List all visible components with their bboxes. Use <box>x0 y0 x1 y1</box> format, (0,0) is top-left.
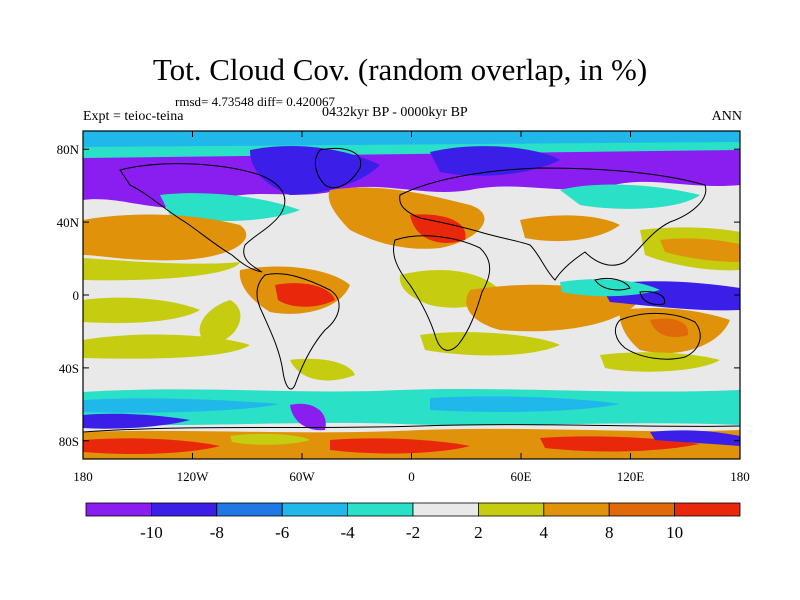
lat-tick-label: 0 <box>73 288 80 303</box>
colorbar-box <box>477 502 545 517</box>
colorbar-box <box>543 502 610 517</box>
cloud-field <box>83 131 740 459</box>
colorbar-label: -2 <box>406 523 420 542</box>
stats-label: rmsd= 4.73548 diff= 0.420067 <box>175 94 335 109</box>
field-patch <box>466 284 640 332</box>
field-patch <box>430 396 620 412</box>
colorbar-box <box>412 502 479 517</box>
colorbar-label: -6 <box>275 523 289 542</box>
lon-tick-label: 60W <box>289 469 315 484</box>
field-patch <box>83 388 740 426</box>
colorbar-label: 2 <box>474 523 483 542</box>
field-patch <box>520 215 620 242</box>
experiment-label: Expt = teioc-teina <box>83 109 184 124</box>
coastline-islands <box>594 277 631 291</box>
lon-tick-label: 180 <box>730 469 750 484</box>
lat-tick-label: 80N <box>57 142 80 157</box>
colorbar-box <box>85 502 152 517</box>
colorbar-box <box>674 502 741 517</box>
colorbar: -10 -8 -6 -4 -2 2 4 8 10 <box>85 502 741 542</box>
lon-tick-label: 120E <box>617 469 645 484</box>
field-patch <box>83 334 250 359</box>
field-patch <box>83 258 240 281</box>
coastline-australia <box>614 312 701 360</box>
colorbar-label: 8 <box>605 523 614 542</box>
lon-tick-label: 180 <box>73 469 93 484</box>
field-patch <box>230 433 310 445</box>
colorbar-box <box>281 502 349 517</box>
colorbar-box <box>347 502 414 517</box>
field-patch <box>83 214 247 261</box>
field-patch <box>420 332 560 356</box>
coastline-eurasia <box>399 167 707 281</box>
lon-tick-label: 120W <box>177 469 210 484</box>
coastline-greenland <box>314 147 362 189</box>
field-patch <box>199 300 241 345</box>
colorbar-box <box>608 502 676 517</box>
field-patch <box>650 318 689 338</box>
field-patch <box>83 297 200 324</box>
field-patch <box>83 131 740 147</box>
colorbar-box <box>216 502 283 517</box>
coastline-africa <box>393 235 491 351</box>
field-patch <box>83 413 190 429</box>
lon-tick-label: 0 <box>408 469 415 484</box>
season-label: ANN <box>711 109 742 124</box>
colorbar-box <box>150 502 218 517</box>
field-patch <box>600 352 720 372</box>
colorbar-label: -10 <box>140 523 163 542</box>
colorbar-label: -8 <box>210 523 224 542</box>
coastlines <box>83 147 740 433</box>
field-patch <box>330 438 470 454</box>
colorbar-label: -4 <box>341 523 356 542</box>
chart-title: Tot. Cloud Cov. (random overlap, in %) <box>152 52 648 87</box>
lat-tick-label: 40N <box>57 215 80 230</box>
lat-tick-label: 40S <box>59 361 79 376</box>
field-patch <box>660 238 740 262</box>
coastline-south-america <box>256 273 340 390</box>
coastline-antarctica <box>83 424 740 433</box>
coastline-north-america <box>119 163 286 273</box>
field-patch <box>83 140 740 208</box>
field-patch <box>275 283 335 307</box>
period-label: 0432kyr BP - 0000kyr BP <box>322 105 468 120</box>
field-patch <box>560 279 660 297</box>
field-patch <box>83 438 220 454</box>
colorbar-label: 4 <box>540 523 549 542</box>
lat-tick-label: 80S <box>59 434 79 449</box>
map-axes: 80N 40N 0 40S 80S 180 120W 60W 0 60E 120E 180 <box>57 130 750 484</box>
field-patch <box>290 358 355 381</box>
field-patch <box>83 398 280 413</box>
lon-tick-label: 60E <box>511 469 532 484</box>
field-patch <box>160 193 300 222</box>
field-patch <box>650 430 740 446</box>
coastline-islands <box>639 291 666 305</box>
field-patch <box>560 184 700 209</box>
field-patch <box>290 403 326 431</box>
colorbar-label: 10 <box>666 523 683 542</box>
